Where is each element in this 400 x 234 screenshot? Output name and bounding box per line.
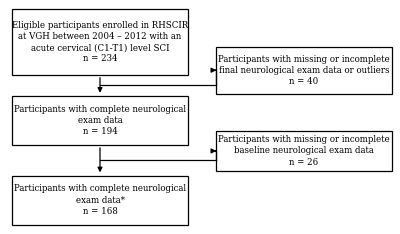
Text: Participants with missing or incomplete
baseline neurological exam data
n = 26: Participants with missing or incomplete … [218,135,390,167]
Text: Eligible participants enrolled in RHSCIR
at VGH between 2004 – 2012 with an
acut: Eligible participants enrolled in RHSCIR… [12,21,188,63]
Text: Participants with complete neurological
exam data*
n = 168: Participants with complete neurological … [14,184,186,216]
Bar [216,47,392,94]
Bar [12,96,188,145]
Bar [216,131,392,171]
Text: Participants with missing or incomplete
final neurological exam data or outliers: Participants with missing or incomplete … [218,55,390,86]
Text: Participants with complete neurological
exam data
n = 194: Participants with complete neurological … [14,105,186,136]
Bar [12,176,188,225]
Bar [12,9,188,75]
